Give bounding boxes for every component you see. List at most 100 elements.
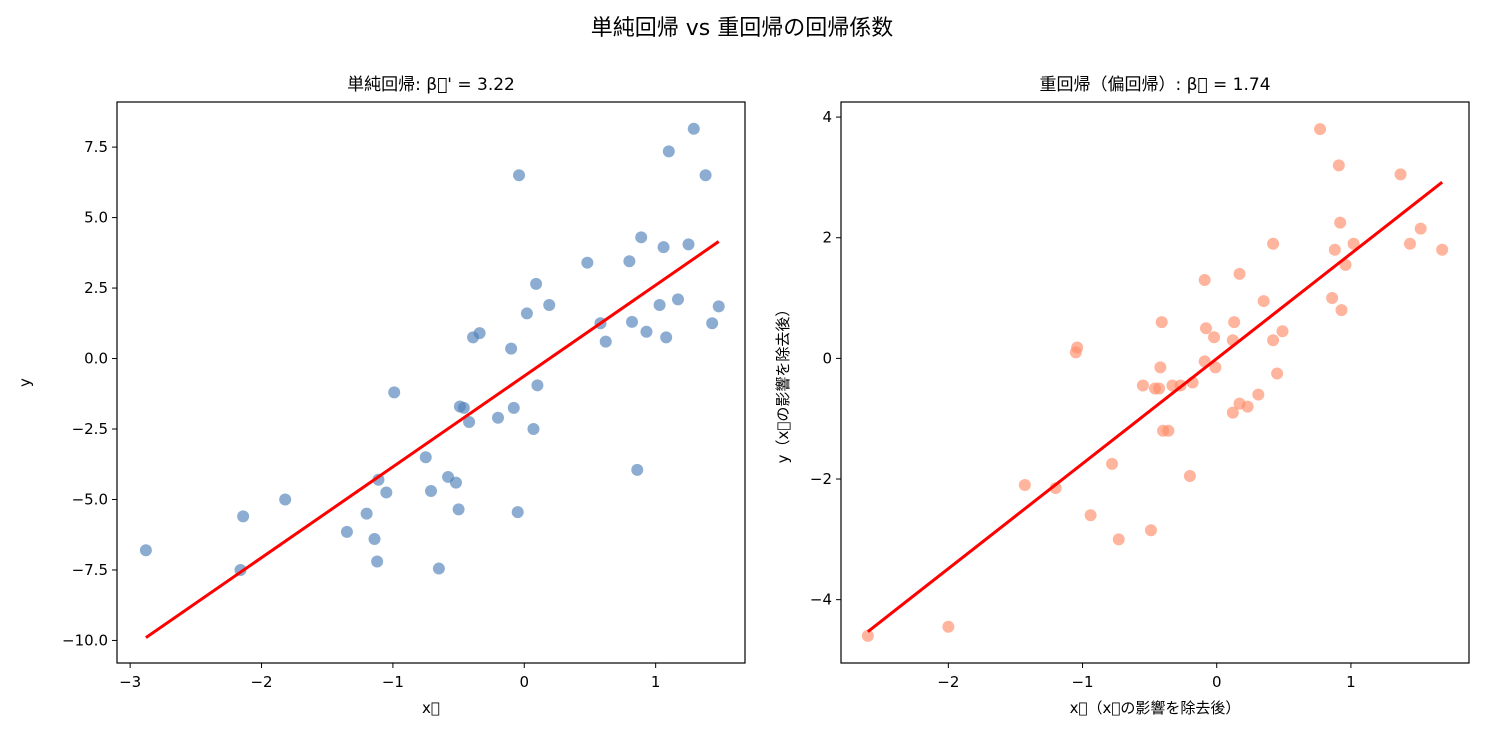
- data-point: [626, 315, 639, 328]
- data-point: [712, 300, 725, 313]
- data-point: [513, 169, 526, 182]
- data-point: [1328, 243, 1341, 256]
- data-point: [1436, 243, 1449, 256]
- x-tick-label: −1: [1071, 673, 1093, 691]
- data-point: [1414, 222, 1427, 235]
- data-point: [1162, 424, 1175, 437]
- data-point: [1403, 237, 1416, 250]
- data-point: [699, 169, 712, 182]
- data-point: [139, 544, 152, 557]
- y-tick-label: 0.0: [84, 350, 108, 368]
- data-points: [861, 123, 1449, 642]
- x-tick-label: 0: [1212, 673, 1222, 691]
- data-point: [599, 335, 612, 348]
- data-point: [1154, 361, 1167, 374]
- data-point: [372, 473, 385, 486]
- data-point: [662, 145, 675, 158]
- data-point: [1314, 123, 1327, 136]
- data-point: [1226, 406, 1239, 419]
- axes-frame: [840, 101, 1470, 664]
- data-point: [1276, 325, 1289, 338]
- data-point: [432, 562, 445, 575]
- y-axis-label: y（x の影響を除去後）: [774, 302, 792, 464]
- data-point: [1144, 524, 1157, 537]
- data-point: [449, 476, 462, 489]
- data-point: [279, 493, 292, 506]
- y-tick-label: −10.0: [62, 631, 108, 649]
- data-point: [1136, 379, 1149, 392]
- y-tick-label: 2: [822, 229, 832, 247]
- data-point: [635, 231, 648, 244]
- data-point: [1199, 322, 1212, 335]
- data-point: [1335, 304, 1348, 317]
- data-point: [388, 386, 401, 399]
- y-tick-label: 7.5: [84, 138, 108, 156]
- y-axis-label: y: [16, 378, 34, 387]
- data-point: [371, 555, 384, 568]
- data-point: [1049, 482, 1062, 495]
- y-tick-label: −4: [810, 591, 832, 609]
- data-point: [237, 510, 250, 523]
- data-point: [463, 415, 476, 428]
- data-point: [1018, 479, 1031, 492]
- y-tick-label: 5.0: [84, 209, 108, 227]
- x-tick-label: −2: [250, 673, 272, 691]
- y-tick-label: −5.0: [72, 490, 108, 508]
- data-point: [1106, 457, 1119, 470]
- x-tick-label: −3: [119, 673, 141, 691]
- data-point: [1208, 331, 1221, 344]
- y-tick-label: −7.5: [72, 561, 108, 579]
- data-point: [640, 325, 653, 338]
- regression-line: [145, 240, 720, 639]
- x-tick-label: 1: [1346, 673, 1356, 691]
- data-point: [682, 238, 695, 251]
- data-point: [623, 255, 636, 268]
- y-tick-label: 4: [822, 108, 832, 126]
- data-point: [653, 298, 666, 311]
- x-tick-label: −2: [937, 673, 959, 691]
- data-point: [1267, 334, 1280, 347]
- data-point: [1252, 388, 1265, 401]
- x-axis-label: x （x の影響を除去後）: [1070, 699, 1241, 717]
- x-tick-label: 1: [651, 673, 661, 691]
- data-point: [531, 379, 544, 392]
- data-point: [942, 620, 955, 633]
- data-point: [457, 401, 470, 414]
- data-point: [706, 317, 719, 330]
- data-point: [527, 423, 540, 436]
- data-point: [1267, 237, 1280, 250]
- panel-title: 単純回帰: β ' = 3.22: [347, 75, 515, 95]
- data-point: [660, 331, 673, 344]
- data-point: [631, 463, 644, 476]
- data-point: [581, 256, 594, 269]
- data-point: [1112, 533, 1125, 546]
- data-point: [1155, 316, 1168, 329]
- data-point: [1233, 267, 1246, 280]
- regression-line: [866, 181, 1444, 633]
- data-point: [507, 401, 520, 414]
- data-point: [861, 629, 874, 642]
- data-point: [520, 307, 533, 320]
- data-point: [1084, 509, 1097, 522]
- panel-1: −3 −2 −1 0 1 −10.0 −7.5 −5.0 −2.5 0.0 2.5 5.0 7.5 単純回…: [16, 75, 746, 717]
- data-point: [543, 298, 556, 311]
- data-point: [1153, 382, 1166, 395]
- data-point: [1183, 470, 1196, 482]
- data-point: [340, 525, 353, 538]
- data-point: [368, 532, 381, 545]
- data-point: [452, 503, 465, 516]
- data-point: [1257, 295, 1270, 308]
- data-point: [1209, 361, 1222, 374]
- y-tick-label: −2.5: [72, 420, 108, 438]
- axes-frame: [116, 101, 746, 664]
- data-point: [1198, 273, 1211, 286]
- panel-2: −2 −1 0 1 −4 −2 0 2 4 重回帰（偏回帰）: β  = 1.74 x （x の影響…: [774, 75, 1470, 717]
- y-tick-label: −2: [810, 470, 832, 488]
- data-points: [139, 122, 725, 576]
- data-point: [473, 327, 486, 340]
- data-point: [360, 507, 373, 520]
- data-point: [1334, 216, 1347, 229]
- x-axis-label: x : [422, 699, 440, 717]
- data-point: [657, 241, 670, 254]
